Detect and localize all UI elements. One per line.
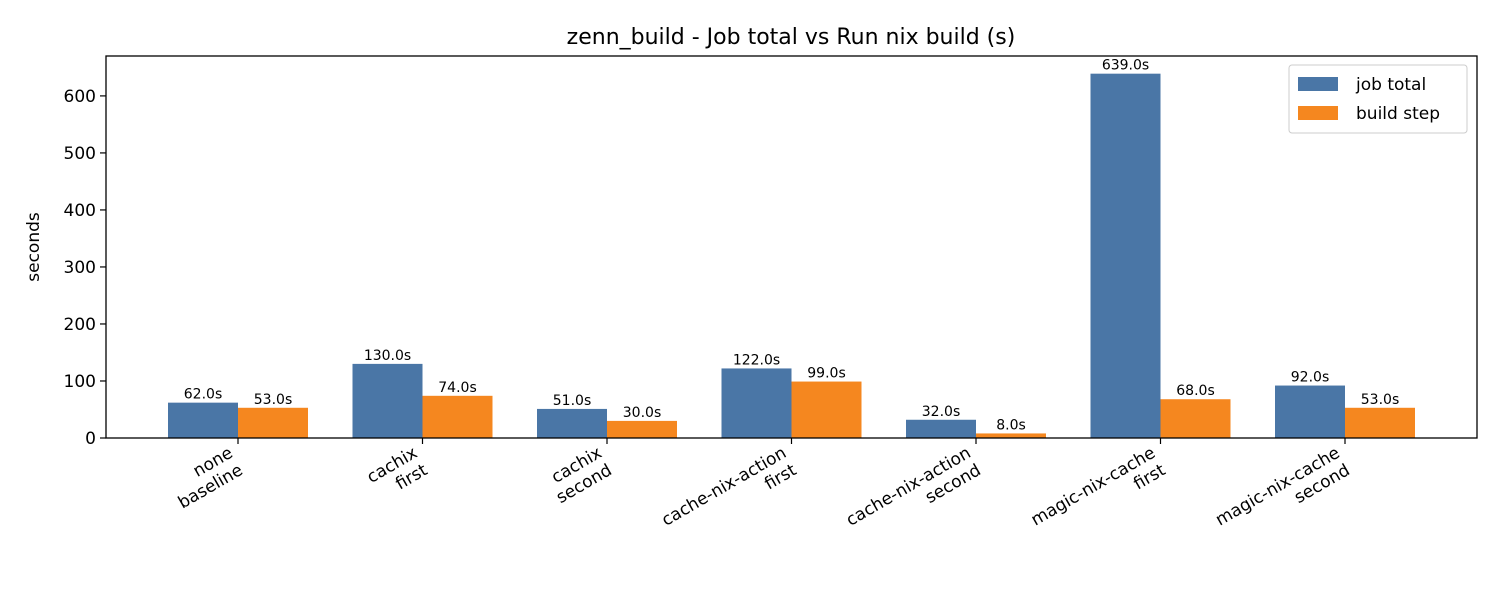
bar-build-step-3 bbox=[791, 381, 862, 438]
bar-job-total-5 bbox=[1090, 73, 1161, 439]
x-tick-label: cache-nix-actionsecond bbox=[843, 443, 985, 548]
value-labels-layer: 62.0s 130.0s 51.0s 122.0s 32.0s 639.0s 92.0s 53… bbox=[184, 58, 1399, 434]
value-label: 30.0s bbox=[623, 405, 661, 421]
y-axis-ticks: 0 100 200 300 400 500 600 bbox=[64, 87, 106, 449]
bar-build-step-6 bbox=[1345, 407, 1415, 438]
value-label: 53.0s bbox=[1361, 392, 1399, 408]
x-tick-label: cachixsecond bbox=[543, 443, 616, 508]
value-label: 51.0s bbox=[553, 393, 591, 409]
bars-layer bbox=[168, 73, 1415, 439]
bar-job-total-0 bbox=[168, 402, 238, 438]
bar-job-total-2 bbox=[537, 408, 607, 438]
bar-job-total-6 bbox=[1275, 385, 1345, 438]
legend-swatch bbox=[1298, 77, 1338, 91]
x-axis-ticks: nonebaseline cachixfirst cachixsecond cache… bbox=[165, 438, 1354, 548]
value-label: 62.0s bbox=[184, 387, 222, 403]
chart-title: zenn_build - Job total vs Run nix build … bbox=[567, 25, 1016, 50]
y-tick-label: 600 bbox=[64, 87, 96, 107]
bar-job-total-4 bbox=[906, 419, 976, 438]
bar-build-step-1 bbox=[422, 395, 493, 438]
legend-label: job total bbox=[1355, 75, 1426, 95]
bar-build-step-5 bbox=[1160, 399, 1231, 438]
x-tick-label: cache-nix-actionfirst bbox=[658, 443, 800, 548]
value-label: 53.0s bbox=[254, 392, 292, 408]
x-tick-label: cachixfirst bbox=[364, 443, 432, 505]
y-tick-label: 0 bbox=[85, 429, 96, 449]
value-label: 99.0s bbox=[807, 366, 845, 382]
legend-swatch bbox=[1298, 106, 1338, 120]
value-label: 32.0s bbox=[922, 404, 960, 420]
legend: job total build step bbox=[1288, 64, 1468, 134]
bar-build-step-4 bbox=[976, 433, 1046, 438]
value-label: 122.0s bbox=[733, 352, 780, 368]
legend-label: build step bbox=[1356, 104, 1440, 124]
y-axis-label: seconds bbox=[24, 212, 44, 282]
bar-job-total-1 bbox=[352, 363, 423, 438]
x-tick-label: nonebaseline bbox=[165, 443, 247, 513]
bar-build-step-2 bbox=[607, 420, 677, 438]
value-label: 130.0s bbox=[364, 348, 411, 364]
y-tick-label: 100 bbox=[64, 372, 96, 392]
y-tick-label: 400 bbox=[64, 201, 96, 221]
y-tick-label: 200 bbox=[64, 315, 96, 335]
x-tick-label: magic-nix-cachesecond bbox=[1212, 443, 1353, 548]
value-label: 74.0s bbox=[438, 380, 476, 396]
value-label: 639.0s bbox=[1102, 58, 1149, 74]
x-tick-label: magic-nix-cachefirst bbox=[1028, 443, 1170, 548]
value-label: 92.0s bbox=[1291, 370, 1329, 386]
bar-build-step-0 bbox=[238, 407, 308, 438]
bar-job-total-3 bbox=[721, 368, 792, 438]
y-tick-label: 500 bbox=[64, 144, 96, 164]
value-label: 8.0s bbox=[996, 417, 1026, 433]
y-tick-label: 300 bbox=[64, 258, 96, 278]
value-label: 68.0s bbox=[1176, 383, 1214, 399]
